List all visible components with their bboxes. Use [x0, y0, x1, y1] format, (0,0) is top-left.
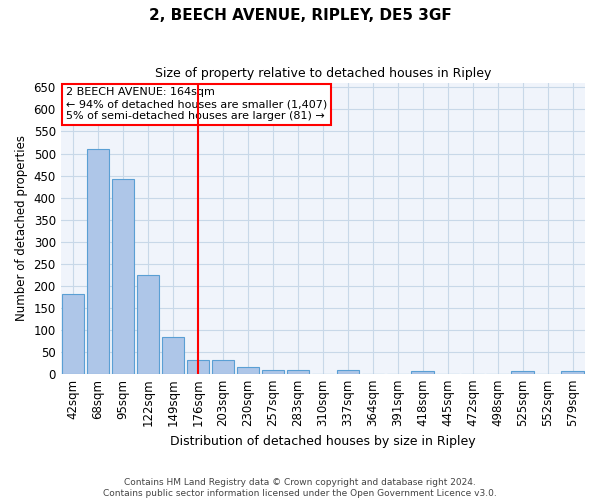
Bar — [511, 372, 534, 374]
Bar — [62, 294, 85, 374]
Bar — [561, 372, 584, 374]
Text: 2, BEECH AVENUE, RIPLEY, DE5 3GF: 2, BEECH AVENUE, RIPLEY, DE5 3GF — [149, 8, 451, 22]
Bar — [162, 337, 184, 374]
Bar — [87, 149, 109, 374]
Bar — [187, 360, 209, 374]
Bar — [137, 274, 159, 374]
Bar — [112, 178, 134, 374]
Text: 2 BEECH AVENUE: 164sqm
← 94% of detached houses are smaller (1,407)
5% of semi-d: 2 BEECH AVENUE: 164sqm ← 94% of detached… — [66, 88, 327, 120]
Bar — [212, 360, 234, 374]
Text: Contains HM Land Registry data © Crown copyright and database right 2024.
Contai: Contains HM Land Registry data © Crown c… — [103, 478, 497, 498]
X-axis label: Distribution of detached houses by size in Ripley: Distribution of detached houses by size … — [170, 434, 476, 448]
Bar — [337, 370, 359, 374]
Title: Size of property relative to detached houses in Ripley: Size of property relative to detached ho… — [155, 68, 491, 80]
Bar — [412, 372, 434, 374]
Bar — [262, 370, 284, 374]
Bar — [287, 370, 309, 374]
Bar — [236, 366, 259, 374]
Y-axis label: Number of detached properties: Number of detached properties — [15, 136, 28, 322]
